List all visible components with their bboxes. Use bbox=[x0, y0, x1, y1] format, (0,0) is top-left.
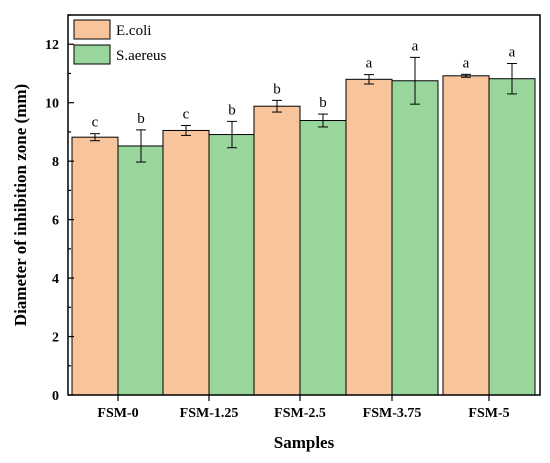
significance-label: b bbox=[228, 102, 236, 118]
x-axis: FSM-0 FSM-1.25 FSM-2.5 FSM-3.75 FSM-5 bbox=[97, 395, 510, 421]
x-tick-label: FSM-5 bbox=[468, 406, 509, 421]
y-tick-label: 12 bbox=[45, 38, 59, 53]
bar bbox=[253, 105, 301, 396]
legend-label: S.aereus bbox=[116, 48, 167, 64]
plot-frame bbox=[67, 14, 541, 396]
legend-swatch bbox=[73, 19, 111, 40]
significance-label: a bbox=[509, 45, 516, 61]
x-tick-label: FSM-2.5 bbox=[274, 406, 326, 421]
legend-swatch bbox=[73, 44, 111, 65]
bar bbox=[208, 134, 256, 396]
significance-label: a bbox=[412, 38, 419, 54]
significance-label: c bbox=[92, 115, 99, 131]
significance-label: b bbox=[137, 111, 145, 127]
significance-label: a bbox=[366, 56, 373, 72]
bar bbox=[117, 145, 165, 396]
significance-label: a bbox=[463, 55, 470, 71]
legend: E.coli S.aereus bbox=[73, 19, 167, 65]
bar bbox=[391, 80, 439, 396]
x-tick-label: FSM-3.75 bbox=[363, 406, 422, 421]
y-tick-label: 10 bbox=[45, 97, 59, 112]
significance-label: b bbox=[319, 95, 327, 111]
bars-group bbox=[71, 75, 536, 396]
y-tick-label: 8 bbox=[52, 155, 59, 170]
x-tick-label: FSM-0 bbox=[97, 406, 138, 421]
y-tick-label: 2 bbox=[52, 331, 59, 346]
significance-labels-group: c b c b b b a a a a bbox=[92, 38, 516, 130]
legend-label: E.coli bbox=[116, 23, 151, 39]
bar bbox=[345, 78, 393, 396]
significance-label: b bbox=[273, 81, 281, 97]
bar bbox=[71, 136, 119, 396]
significance-label: c bbox=[183, 106, 190, 122]
bar bbox=[162, 129, 210, 396]
bar bbox=[299, 120, 347, 396]
y-axis: 0 2 4 6 8 10 12 bbox=[45, 14, 74, 404]
y-axis-title: Diameter of inhibition zone (mm) bbox=[11, 84, 30, 326]
y-tick-label: 0 bbox=[52, 389, 59, 404]
error-bars-group bbox=[90, 56, 517, 163]
x-axis-title: Samples bbox=[274, 433, 335, 452]
bar bbox=[488, 78, 536, 396]
y-tick-label: 6 bbox=[52, 214, 59, 229]
x-tick-label: FSM-1.25 bbox=[180, 406, 239, 421]
bar bbox=[442, 75, 490, 396]
y-tick-label: 4 bbox=[52, 272, 59, 287]
